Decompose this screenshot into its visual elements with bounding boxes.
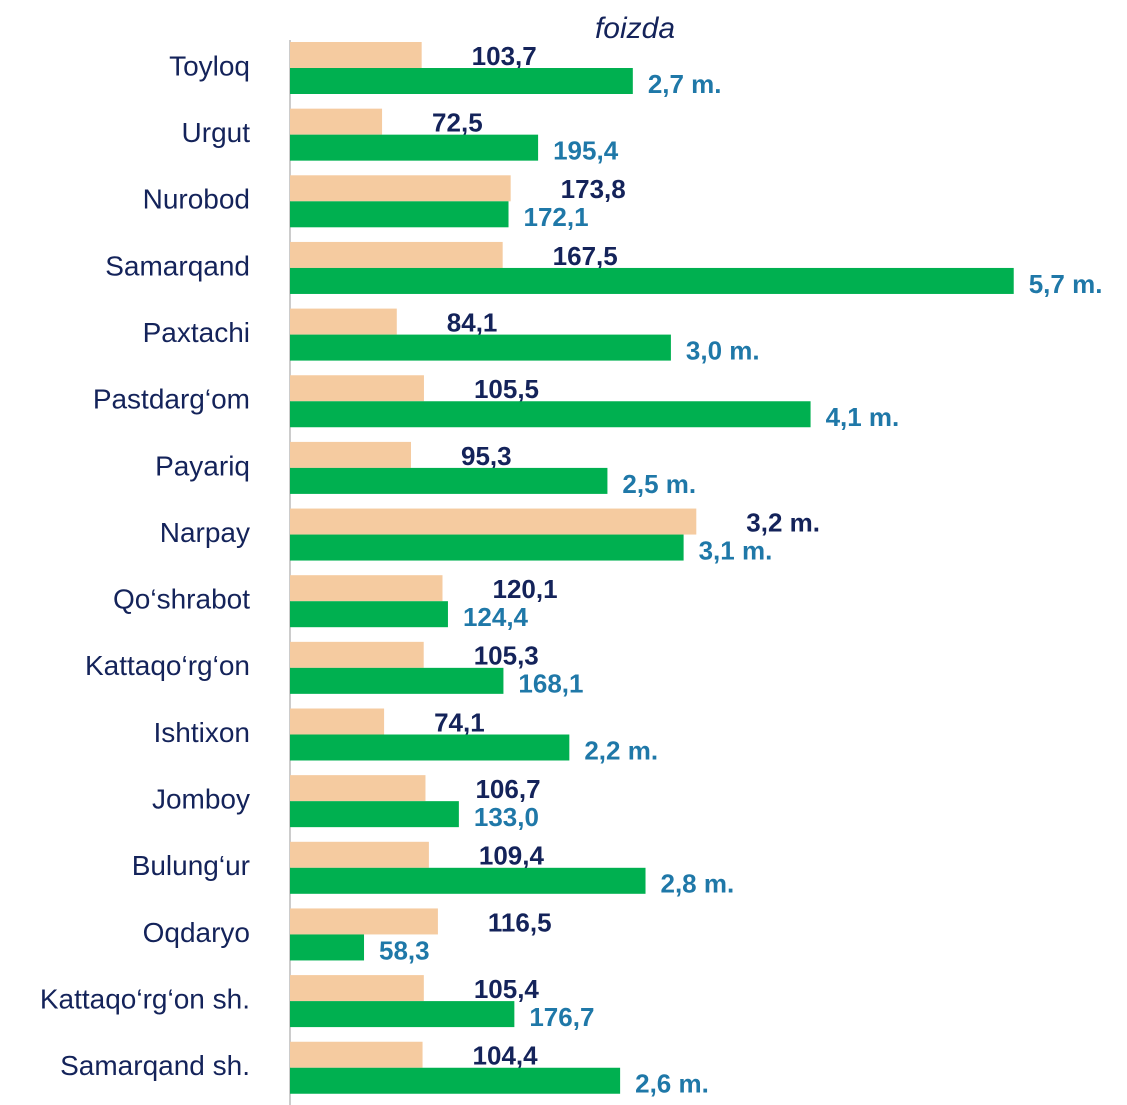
value-label: 2,8 m. bbox=[661, 869, 735, 899]
bar bbox=[290, 508, 697, 535]
bar bbox=[290, 201, 509, 228]
value-label: 173,8 bbox=[561, 174, 626, 204]
category-label: Samarqand sh. bbox=[60, 1050, 250, 1081]
value-label: 105,3 bbox=[474, 641, 539, 671]
category-label: Toyloq bbox=[169, 50, 250, 81]
bar bbox=[290, 775, 426, 802]
bar bbox=[290, 908, 438, 935]
bar bbox=[290, 334, 671, 361]
bar bbox=[290, 934, 365, 961]
category-label: Pastdarg‘om bbox=[93, 384, 250, 415]
value-label: 124,4 bbox=[463, 602, 529, 632]
value-label: 3,2 m. bbox=[746, 507, 820, 537]
bar bbox=[290, 1041, 423, 1068]
bar bbox=[290, 42, 422, 68]
value-label: 133,0 bbox=[474, 802, 539, 832]
value-label: 4,1 m. bbox=[826, 402, 900, 432]
bar bbox=[290, 867, 646, 894]
bar bbox=[290, 641, 424, 668]
category-label: Paxtachi bbox=[143, 317, 250, 348]
bar bbox=[290, 134, 539, 161]
category-label: Payariq bbox=[155, 450, 250, 481]
category-label: Urgut bbox=[182, 117, 251, 148]
value-label: 2,5 m. bbox=[622, 469, 696, 499]
value-label: 74,1 bbox=[434, 707, 485, 737]
bar bbox=[290, 401, 811, 428]
value-label: 104,4 bbox=[473, 1041, 539, 1071]
value-label: 105,4 bbox=[474, 974, 540, 1004]
value-label: 105,5 bbox=[474, 374, 539, 404]
bar bbox=[290, 267, 1014, 294]
category-label: Qo‘shrabot bbox=[113, 584, 250, 615]
bar bbox=[290, 534, 684, 561]
bar bbox=[290, 308, 397, 335]
category-label: Bulung‘ur bbox=[132, 850, 250, 881]
value-label: 84,1 bbox=[447, 307, 498, 337]
chart-subtitle: foizda bbox=[595, 12, 675, 45]
value-label: 120,1 bbox=[492, 574, 557, 604]
bar bbox=[290, 801, 459, 828]
value-label: 58,3 bbox=[379, 935, 430, 965]
value-label: 106,7 bbox=[475, 774, 540, 804]
value-label: 109,4 bbox=[479, 841, 545, 871]
value-label: 2,7 m. bbox=[648, 69, 722, 99]
category-label: Samarqand bbox=[105, 250, 250, 281]
bar bbox=[290, 375, 424, 402]
bar bbox=[290, 241, 503, 268]
value-label: 5,7 m. bbox=[1029, 269, 1103, 299]
category-label: Narpay bbox=[160, 517, 250, 548]
category-label: Jomboy bbox=[152, 784, 250, 815]
category-label: Oqdaryo bbox=[143, 917, 250, 948]
value-label: 2,6 m. bbox=[635, 1069, 709, 1099]
bar bbox=[290, 1067, 621, 1094]
bar bbox=[290, 601, 448, 628]
value-label: 168,1 bbox=[518, 669, 583, 699]
value-label: 2,2 m. bbox=[584, 735, 658, 765]
value-label: 176,7 bbox=[529, 1002, 594, 1032]
bar bbox=[290, 575, 443, 602]
bar bbox=[290, 1001, 515, 1028]
bar bbox=[290, 68, 633, 94]
value-label: 3,1 m. bbox=[699, 535, 773, 565]
value-label: 103,7 bbox=[472, 41, 537, 71]
value-label: 116,5 bbox=[488, 907, 552, 937]
category-label: Ishtixon bbox=[154, 717, 251, 748]
value-label: 167,5 bbox=[553, 241, 618, 271]
bar bbox=[290, 108, 383, 135]
bar bbox=[290, 667, 504, 694]
value-label: 195,4 bbox=[553, 136, 619, 166]
bar bbox=[290, 441, 412, 468]
value-label: 95,3 bbox=[461, 441, 512, 471]
bar bbox=[290, 734, 570, 761]
bar bbox=[290, 467, 608, 494]
category-label: Kattaqo‘rg‘on bbox=[85, 650, 250, 681]
bar bbox=[290, 841, 429, 868]
category-label: Kattaqo‘rg‘on sh. bbox=[40, 983, 250, 1014]
bar bbox=[290, 175, 511, 202]
value-label: 3,0 m. bbox=[686, 335, 760, 365]
bar bbox=[290, 975, 424, 1002]
value-label: 72,5 bbox=[432, 108, 483, 138]
bar bbox=[290, 708, 385, 735]
category-label: Nurobod bbox=[143, 184, 250, 215]
value-label: 172,1 bbox=[524, 202, 589, 232]
